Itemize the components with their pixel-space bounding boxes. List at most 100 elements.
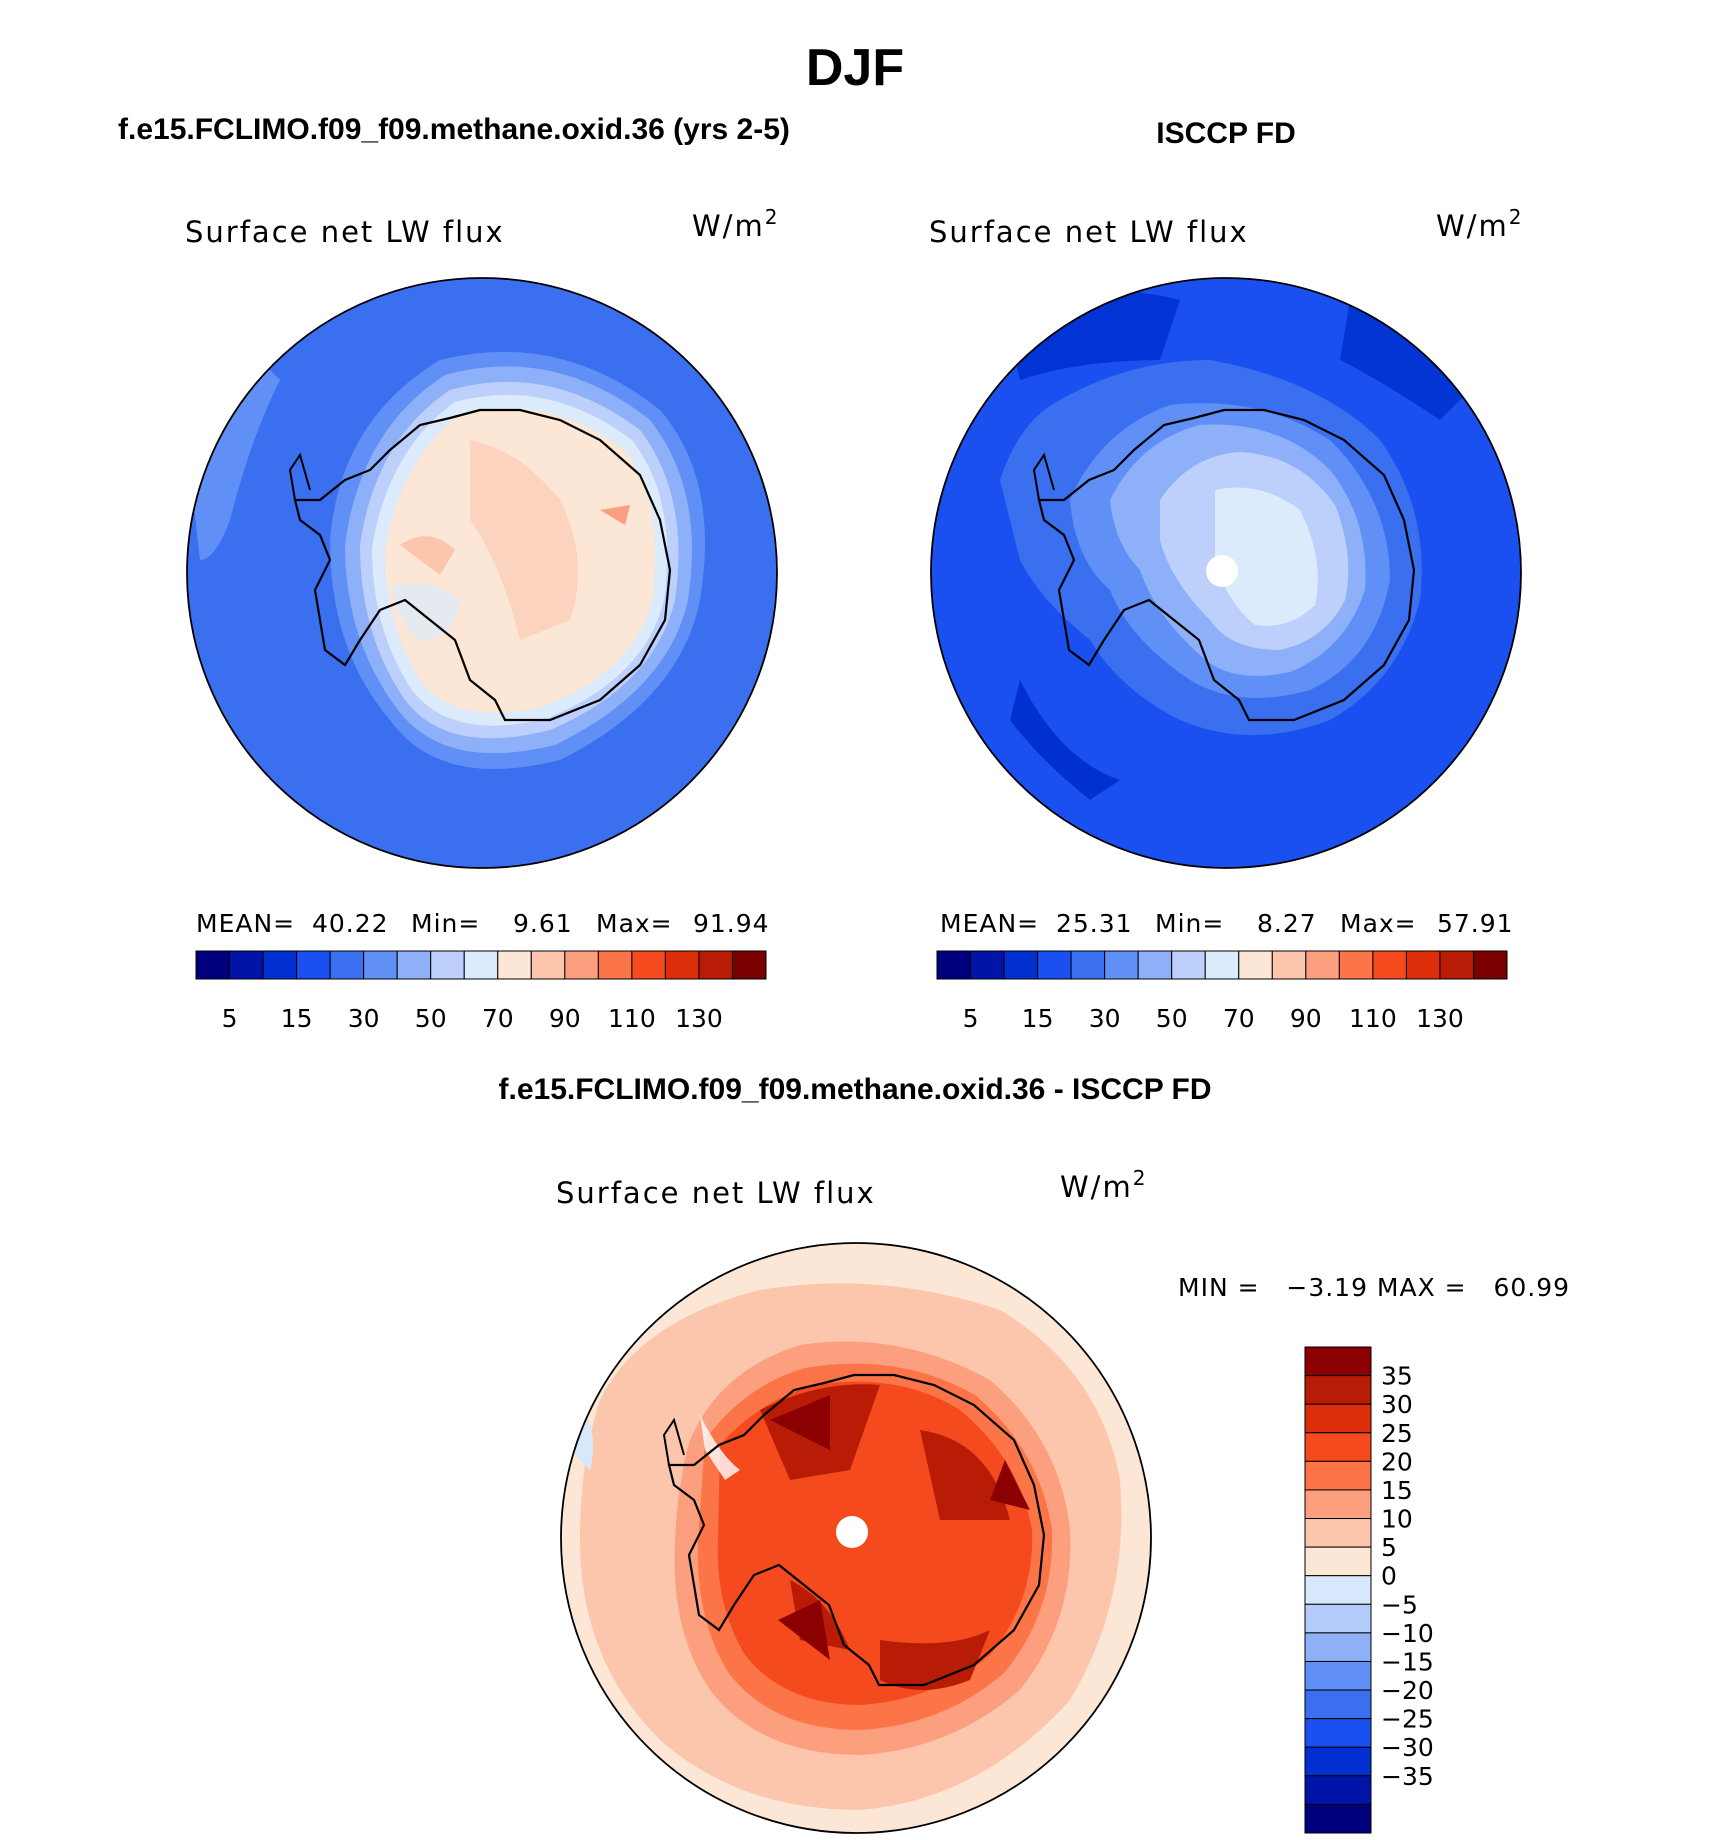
- colorbar-swatch: [1304, 1346, 1372, 1377]
- colorbar-tick-label: 90: [549, 1004, 581, 1033]
- colorbar-tick-label: 130: [675, 1004, 723, 1033]
- colorbar-tick-label: 110: [608, 1004, 656, 1033]
- colorbar-tick-label: 70: [1223, 1004, 1255, 1033]
- colorbar-tick-label: −30: [1381, 1733, 1434, 1762]
- map-isccp: [931, 278, 1521, 868]
- colorbar-swatch: [1338, 950, 1374, 980]
- colorbar-tick-label: 30: [1381, 1390, 1413, 1419]
- map-difference: [561, 1243, 1151, 1833]
- colorbar-swatch: [1405, 950, 1441, 980]
- colorbar-swatch: [1037, 950, 1072, 980]
- colorbar-swatch: [1304, 1803, 1372, 1834]
- colorbar-tick-label: 15: [1381, 1476, 1413, 1505]
- season-title: DJF: [806, 39, 904, 97]
- svg-text:8.27: 8.27: [1257, 909, 1317, 938]
- panel2-stats: MEAN= 25.31 Min= 8.27 Max= 57.91: [940, 909, 1514, 938]
- colorbar-swatch: [1304, 1689, 1372, 1720]
- colorbar-tick-label: 15: [1022, 1004, 1054, 1033]
- colorbar-tick-label: 5: [1381, 1533, 1397, 1562]
- colorbar-swatch: [530, 950, 566, 980]
- colorbar-tick-label: 90: [1290, 1004, 1322, 1033]
- map-model: [187, 278, 777, 868]
- colorbar-swatch: [1304, 1718, 1372, 1748]
- colorbar-tick-label: −25: [1381, 1705, 1434, 1734]
- colorbar-tick-label: 50: [415, 1004, 447, 1033]
- colorbar-swatch: [296, 950, 331, 980]
- colorbar-tick-label: −20: [1381, 1676, 1434, 1705]
- colorbar-model: [195, 950, 767, 980]
- colorbar-swatch: [430, 950, 465, 980]
- colorbar-swatch: [597, 950, 633, 980]
- colorbar-tick-label: 130: [1416, 1004, 1464, 1033]
- colorbar-swatch: [1304, 1660, 1372, 1691]
- diff-variable-label: Surface net LW flux: [556, 1176, 876, 1210]
- colorbar-tick-label: 25: [1381, 1419, 1413, 1448]
- colorbar-swatch: [497, 950, 532, 980]
- colorbar-tick-label: 5: [963, 1004, 979, 1033]
- colorbar-tick-label: 10: [1381, 1505, 1413, 1534]
- colorbar-tick-label: 30: [1089, 1004, 1121, 1033]
- colorbar-tick-label: −15: [1381, 1647, 1434, 1676]
- colorbar-swatch: [1304, 1746, 1372, 1777]
- colorbar-tick-label: 5: [222, 1004, 238, 1033]
- diff-minmax: MIN = −3.19 MAX = 60.99: [1178, 1273, 1570, 1302]
- colorbar-swatch: [1304, 1375, 1372, 1405]
- panel1-units: W/m2: [692, 205, 779, 243]
- colorbar-tick-label: 0: [1381, 1562, 1397, 1591]
- colorbar-swatch: [970, 950, 1005, 980]
- colorbar-swatch: [1137, 950, 1173, 980]
- colorbar-swatch: [229, 950, 264, 980]
- colorbar-swatch: [1003, 950, 1039, 980]
- svg-text:MEAN=: MEAN=: [940, 909, 1039, 938]
- colorbar-swatch: [363, 950, 398, 980]
- colorbar-swatch: [1372, 950, 1407, 980]
- diff-units: W/m2: [1060, 1166, 1147, 1204]
- colorbar-swatch: [463, 950, 499, 980]
- colorbar-swatch: [1305, 950, 1340, 980]
- colorbar-swatch: [1304, 1632, 1372, 1662]
- colorbar-isccp: [936, 950, 1508, 980]
- colorbar-swatch: [329, 950, 365, 980]
- svg-text:9.61: 9.61: [513, 909, 573, 938]
- antarctica-outline-isccp: [1037, 408, 1416, 722]
- colorbar-swatch: [631, 950, 666, 980]
- colorbar-swatch: [564, 950, 599, 980]
- colorbar-swatch: [1472, 950, 1508, 980]
- colorbar-swatch: [1439, 950, 1474, 980]
- colorbar-swatch: [1304, 1518, 1372, 1548]
- colorbar-swatch: [1104, 950, 1139, 980]
- colorbar-tick-label: 15: [281, 1004, 313, 1033]
- colorbar-tick-label: 50: [1156, 1004, 1188, 1033]
- colorbar-swatch: [698, 950, 733, 980]
- svg-text:25.31: 25.31: [1056, 909, 1133, 938]
- colorbar-tick-label: 35: [1381, 1362, 1413, 1391]
- panel2-variable-label: Surface net LW flux: [929, 215, 1249, 249]
- svg-text:Max=: Max=: [596, 909, 673, 938]
- colorbar-swatch: [262, 950, 298, 980]
- colorbar-tick-label: 30: [348, 1004, 380, 1033]
- colorbar-tick-label: 110: [1349, 1004, 1397, 1033]
- colorbar-swatch: [1204, 950, 1240, 980]
- colorbar-swatch: [1271, 950, 1307, 980]
- colorbar-tick-label: −5: [1381, 1590, 1418, 1619]
- colorbar-swatch: [1304, 1575, 1372, 1605]
- antarctica-outline-model: [293, 408, 672, 722]
- panel1-stats: MEAN= 40.22 Min= 9.61 Max= 91.94: [196, 909, 770, 938]
- svg-text:57.91: 57.91: [1437, 909, 1514, 938]
- colorbar-swatch: [1304, 1403, 1372, 1434]
- colorbar-model-labels: 5 15 30 50 70 90 110 130: [222, 1004, 723, 1033]
- colorbar-swatch: [195, 950, 231, 980]
- colorbar-swatch: [1238, 950, 1273, 980]
- colorbar-swatch: [731, 950, 767, 980]
- svg-text:91.94: 91.94: [693, 909, 770, 938]
- antarctica-outline-diff: [667, 1373, 1046, 1687]
- colorbar-swatch: [936, 950, 972, 980]
- svg-text:Min=: Min=: [411, 909, 480, 938]
- colorbar-difference: [1304, 1346, 1372, 1834]
- diff-header: f.e15.FCLIMO.f09_f09.methane.oxid.36 - I…: [499, 1073, 1212, 1106]
- colorbar-tick-label: −35: [1381, 1762, 1434, 1791]
- svg-text:MEAN=: MEAN=: [196, 909, 295, 938]
- colorbar-swatch: [1304, 1489, 1372, 1520]
- colorbar-swatch: [1171, 950, 1206, 980]
